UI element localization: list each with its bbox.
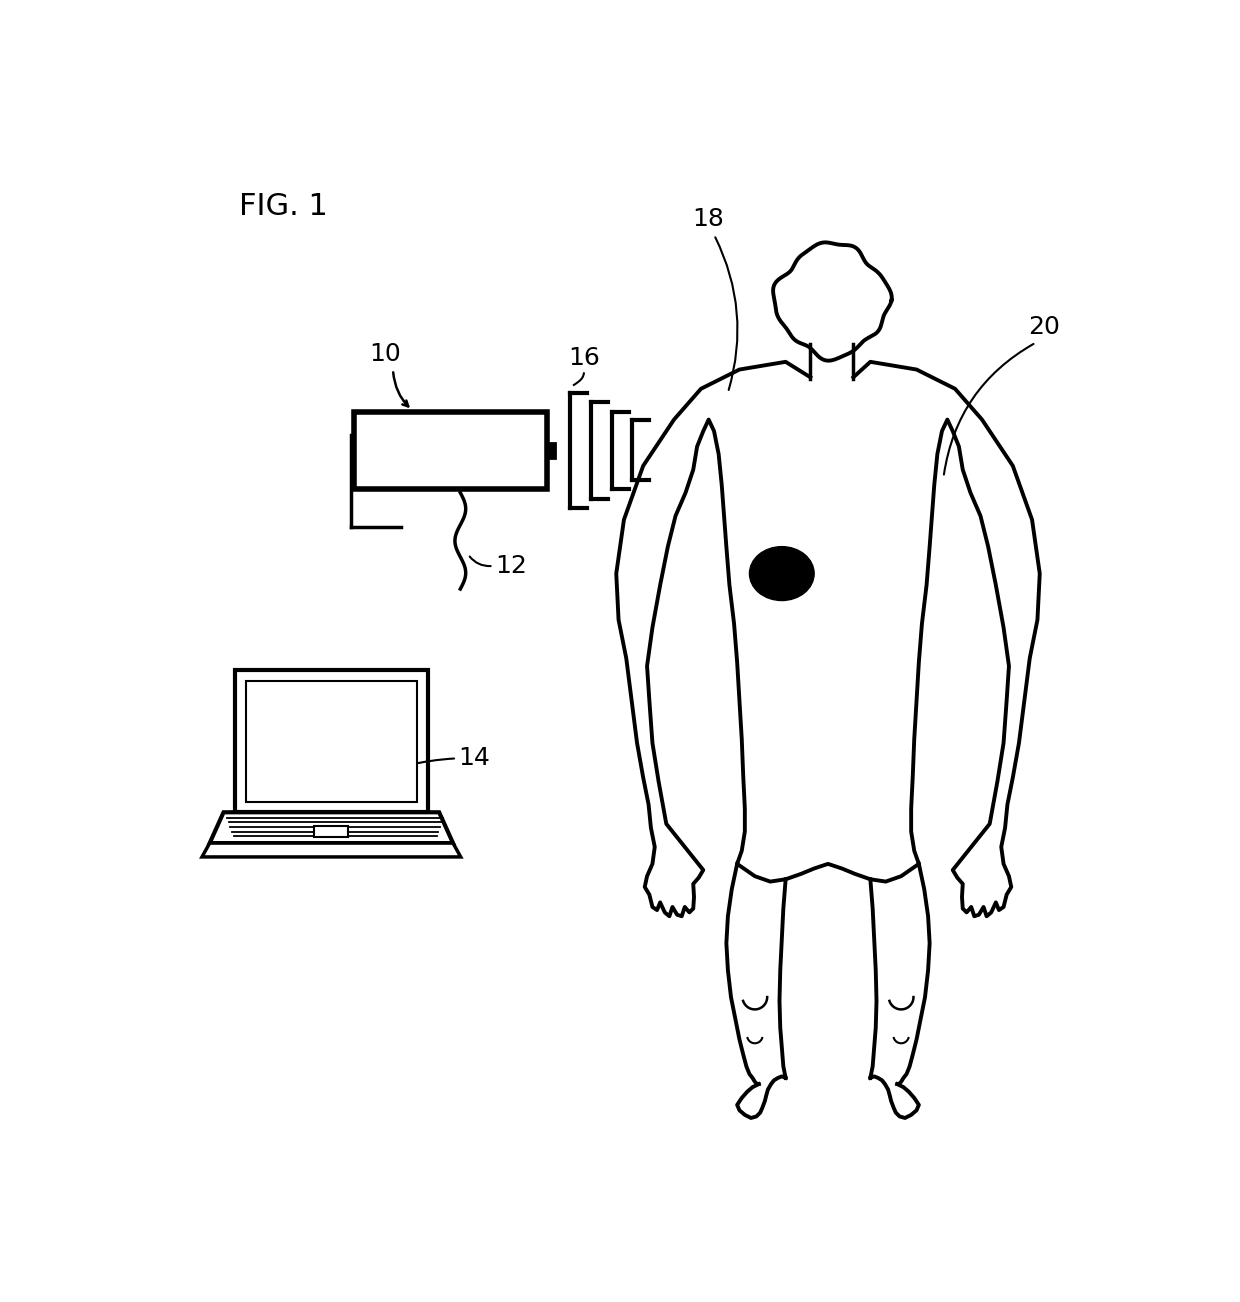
Text: 10: 10 [370, 341, 401, 366]
Polygon shape [210, 812, 453, 844]
Text: FIG. 1: FIG. 1 [239, 193, 327, 221]
Bar [547, 443, 554, 458]
Bar [355, 411, 547, 488]
Polygon shape [202, 844, 461, 857]
Ellipse shape [749, 547, 815, 600]
Text: 16: 16 [568, 345, 600, 370]
Text: 14: 14 [459, 746, 490, 771]
Bar [246, 681, 417, 802]
Bar [236, 669, 428, 812]
Text: 18: 18 [693, 207, 724, 230]
Text: 20: 20 [1028, 315, 1059, 339]
Bar [315, 827, 348, 837]
Text: 12: 12 [495, 553, 527, 578]
